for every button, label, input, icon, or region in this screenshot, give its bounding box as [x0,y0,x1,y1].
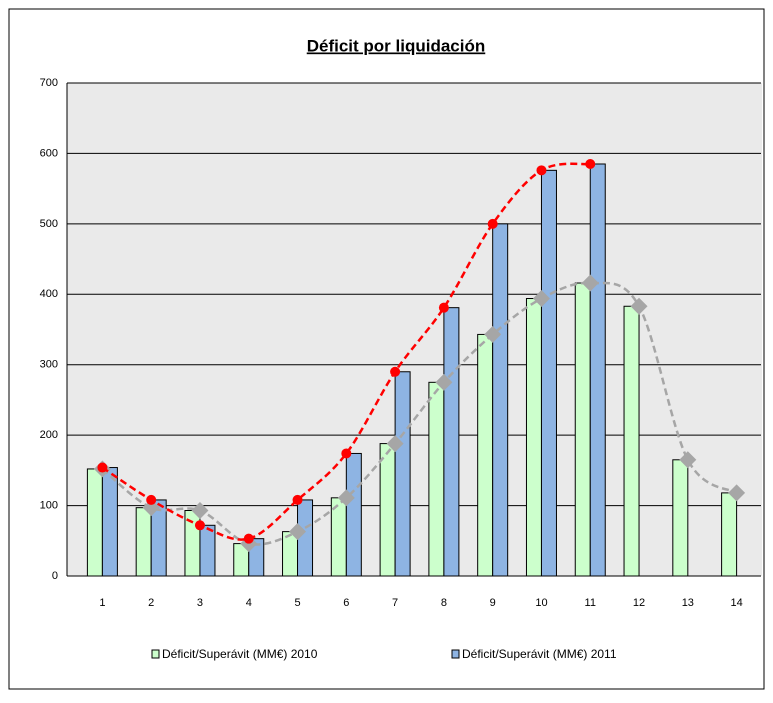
x-tick-label: 11 [585,597,596,609]
marker [390,366,401,377]
bar [428,381,445,577]
bar [477,333,494,577]
x-tick-label: 3 [197,597,203,609]
bar [297,499,314,577]
bar [623,305,640,577]
marker [386,435,404,453]
bar [672,459,689,577]
marker [243,533,254,544]
marker [337,489,355,507]
bar [282,531,299,577]
bar [199,524,216,577]
marker [292,494,303,505]
marker [142,499,160,517]
x-tick-label: 5 [294,597,300,609]
bar [574,282,591,577]
bar [150,499,167,577]
bar [443,307,460,577]
bar [135,507,152,577]
x-tick-label: 14 [730,597,742,609]
marker [435,373,453,391]
bar [345,452,362,577]
marker [341,448,352,459]
bar [589,163,606,577]
x-tick-label: 4 [246,597,252,609]
bar [101,467,118,577]
x-tick-label: 8 [441,597,447,609]
marker [679,451,697,469]
bar [721,492,738,577]
bar [540,169,557,577]
trend-line [101,162,591,541]
x-tick-label: 6 [343,597,349,609]
y-tick-label: 400 [40,288,58,300]
marker [97,462,108,473]
marker [194,520,205,531]
marker [487,218,498,229]
marker [289,523,307,541]
legend-label: Déficit/Superávit (MM€) 2011 [462,647,617,661]
legend-label: Déficit/Superávit (MM€) 2010 [162,647,318,661]
marker [191,502,209,519]
marker [585,158,596,169]
x-tick-label: 7 [392,597,398,609]
bar [525,298,542,577]
x-tick-label: 1 [99,597,105,609]
marker [536,165,547,176]
bar [492,223,509,577]
y-tick-label: 500 [40,218,58,230]
bar [379,443,396,577]
marker [146,494,157,505]
y-tick-label: 100 [40,499,58,511]
y-tick-label: 700 [40,77,58,89]
marker [630,297,648,315]
plot-area [67,83,762,576]
bar [86,468,103,577]
y-tick-label: 0 [52,570,58,582]
x-tick-label: 9 [490,597,496,609]
y-tick-label: 600 [40,147,58,159]
x-tick-label: 13 [682,597,694,609]
marker [581,274,599,292]
legend-swatch [151,649,160,659]
trend-line [101,281,738,546]
chart-title: Déficit por liquidación [307,36,486,55]
x-tick-label: 10 [535,597,547,609]
marker [728,484,746,502]
marker [532,290,550,307]
bar [394,371,411,577]
y-tick-label: 300 [40,359,58,371]
marker [484,325,502,343]
x-tick-label: 2 [148,597,154,609]
y-tick-label: 200 [40,429,58,441]
legend-swatch [451,649,460,659]
x-tick-label: 12 [633,597,645,609]
marker [438,302,449,313]
